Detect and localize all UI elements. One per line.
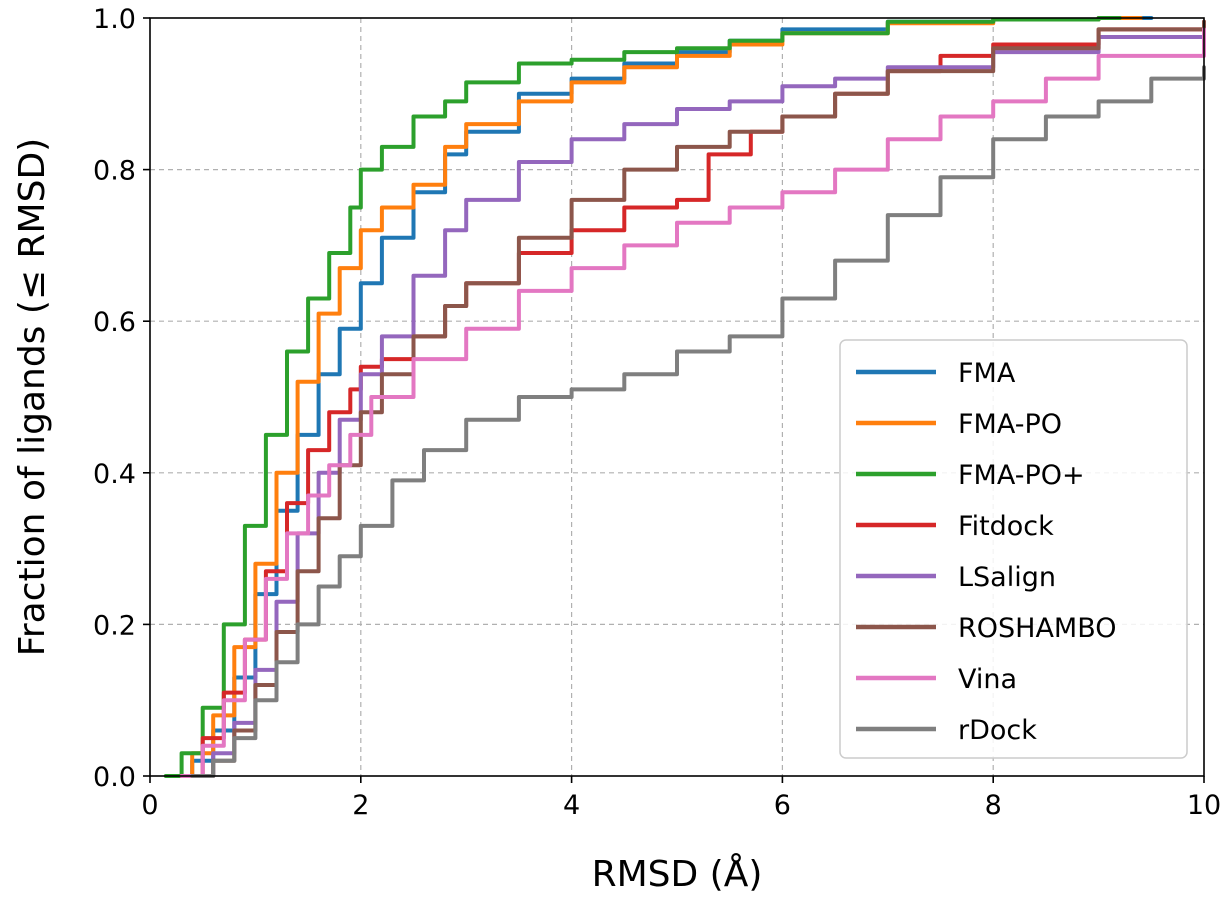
series-line-rdock [190,65,1206,778]
series-line-fma-po- [163,16,1122,778]
series-line-vina [179,27,1206,778]
series-line-roshambo [190,19,1206,778]
x-tick-label-5: 10 [1187,790,1221,821]
plot-frame [149,17,1205,777]
x-tick-label-4: 8 [985,790,1002,821]
legend-label-rdock: rDock [958,715,1037,746]
legend-label-fma: FMA [958,358,1016,389]
series-line-lsalign [190,23,1206,778]
legend-box [839,339,1188,759]
x-tick-label-3: 6 [774,790,791,821]
y-tick-label-3: 0.6 [93,307,136,338]
y-tick-label-5: 1.0 [93,4,136,35]
y-tick-label-2: 0.4 [93,459,136,490]
legend: FMA FMA-PO FMA-PO+ Fitdock LSalign ROSHAMBO Vi… [839,339,1188,759]
legend-label-roshambo: ROSHAMBO [958,613,1117,644]
series-lines [163,16,1206,778]
legend-label-lsalign: LSalign [958,562,1056,593]
x-tick-label-1: 2 [352,790,369,821]
y-axis-title: Fraction of ligands (≤ RMSD) [12,138,53,656]
y-tick-label-1: 0.2 [93,610,136,641]
legend-label-fma-po-: FMA-PO+ [958,460,1085,491]
x-tick-label-2: 4 [563,790,580,821]
legend-label-vina: Vina [958,664,1017,695]
axis-ticks: 0 2 4 6 8 10 0.0 0.2 0.4 0.6 0.8 1.0 [93,4,1221,821]
legend-label-fitdock: Fitdock [958,511,1054,542]
y-tick-label-4: 0.8 [93,156,136,187]
legend-label-fma-po: FMA-PO [958,409,1062,440]
y-tick-label-0: 0.0 [93,762,136,793]
x-tick-label-0: 0 [141,790,158,821]
x-axis-title: RMSD (Å) [592,852,763,895]
